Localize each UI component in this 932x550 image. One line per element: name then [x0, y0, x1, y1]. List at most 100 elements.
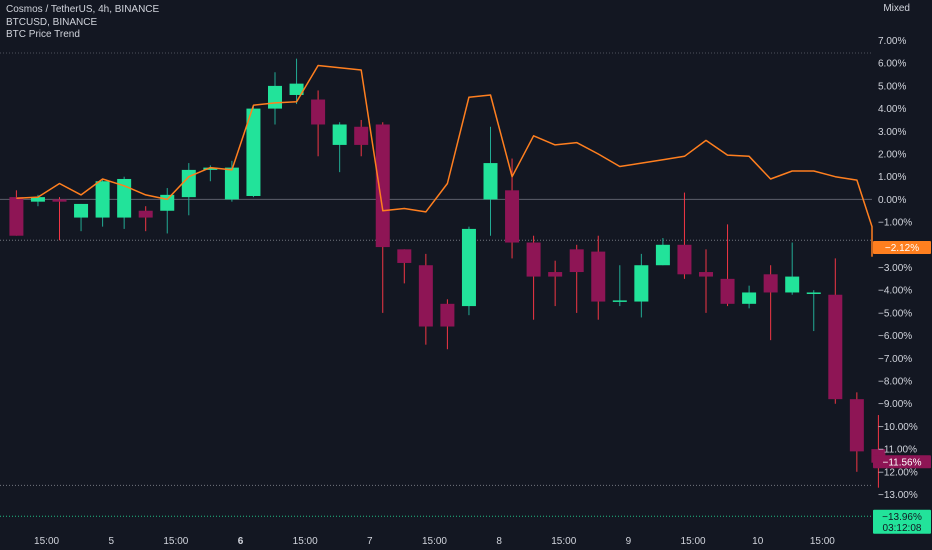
price-badge-box	[873, 509, 931, 534]
candle	[138, 206, 153, 232]
btc-price-line	[16, 64, 873, 257]
candle	[677, 192, 692, 279]
y-tick-label: −6.00%	[878, 331, 912, 342]
candle	[461, 226, 476, 316]
y-tick-label: 6.00%	[878, 59, 906, 70]
candle	[246, 106, 261, 198]
y-tick-label: −7.00%	[878, 354, 912, 365]
y-axis[interactable]: 7.00% 6.00% 5.00% 4.00% 3.00% 2.00% 1.00% 0.00%…	[878, 36, 918, 501]
x-tick-label: 9	[626, 536, 632, 547]
candle-body	[52, 199, 67, 202]
candle	[311, 90, 326, 157]
y-tick-label: −9.00%	[878, 399, 912, 410]
candle	[548, 260, 563, 307]
candle	[742, 285, 757, 309]
candle-body	[548, 272, 563, 277]
candle	[74, 203, 89, 232]
candle-body	[634, 265, 649, 302]
candle	[289, 58, 304, 105]
candle-body	[699, 272, 713, 277]
price-badge-box	[873, 455, 931, 469]
candle-body	[849, 399, 864, 452]
candle-body	[612, 300, 627, 302]
y-tick-label: −13.00%	[878, 490, 918, 501]
x-tick-label: 8	[496, 536, 502, 547]
candle	[181, 163, 196, 216]
candle	[526, 235, 541, 320]
candle	[720, 224, 735, 307]
y-tick-label: −3.00%	[878, 263, 912, 274]
x-tick-label: 15:00	[34, 536, 59, 547]
candle	[9, 190, 24, 236]
y-tick-label: −11.00%	[878, 445, 917, 456]
candle	[418, 253, 433, 345]
reference-lines	[0, 52, 872, 517]
candle-body	[806, 292, 821, 294]
candle-body	[461, 228, 476, 307]
x-tick-label: 15:00	[681, 536, 706, 547]
candle	[806, 290, 821, 332]
candle-body	[9, 197, 24, 236]
x-tick-label: 15:00	[422, 536, 447, 547]
candle	[785, 242, 800, 295]
candle-body	[268, 85, 282, 109]
candle-body	[440, 303, 455, 327]
candle-body	[785, 276, 800, 293]
candle	[634, 253, 649, 318]
price-badge: −11.56%	[873, 455, 931, 469]
legend-main-series[interactable]: Cosmos / TetherUS, 4h, BINANCE	[6, 4, 160, 15]
price-badge: −13.96%03:12:08	[873, 509, 931, 534]
price-badge-label: −2.12%	[885, 243, 919, 254]
y-tick-label: −4.00%	[878, 286, 912, 297]
y-tick-label: 5.00%	[878, 81, 906, 92]
y-tick-label: 0.00%	[878, 195, 906, 206]
candle	[95, 178, 110, 227]
x-tick-label: 6	[238, 536, 244, 547]
candle-body	[742, 292, 757, 304]
legend: Cosmos / TetherUS, 4h, BINANCE BTCUSD, B…	[6, 4, 159, 42]
candle-body	[720, 278, 735, 304]
candle-body	[526, 242, 541, 277]
countdown-label: 03:12:08	[883, 523, 922, 534]
x-tick-label: 15:00	[163, 536, 188, 547]
candle	[655, 237, 670, 266]
candle-body	[74, 203, 89, 218]
candle-body	[828, 294, 843, 400]
x-axis[interactable]: 15:00 5 15:00 6 15:00 7 15:00 8 15:00 9 15:00 10 15:…	[34, 536, 835, 547]
candle-body	[677, 244, 692, 275]
candle-body	[246, 108, 261, 196]
y-tick-label: 1.00%	[878, 172, 906, 183]
btc-overlay	[16, 64, 873, 257]
y-tick-label: −5.00%	[878, 308, 912, 319]
candle-body	[181, 169, 196, 198]
y-tick-label: 4.00%	[878, 104, 906, 115]
candle-body	[160, 194, 175, 211]
y-tick-label: −8.00%	[878, 377, 912, 388]
y-tick-label: −10.00%	[878, 422, 918, 433]
candle-body	[289, 83, 304, 95]
candle-body	[332, 124, 347, 145]
y-tick-label: 3.00%	[878, 127, 906, 138]
candle-body	[655, 244, 670, 266]
x-tick-label: 7	[367, 536, 373, 547]
candle-body	[138, 210, 153, 218]
candle	[375, 122, 390, 313]
candle	[354, 119, 369, 157]
candle-body	[203, 167, 218, 170]
scale-mode-label[interactable]: Mixed	[883, 3, 910, 14]
candle	[397, 249, 412, 284]
legend-overlay-series[interactable]: BTCUSD, BINANCE	[6, 16, 98, 28]
candle-body	[95, 181, 110, 218]
legend-indicator[interactable]: BTC Price Trend	[6, 29, 80, 40]
price-badge-label: −13.96%	[882, 512, 922, 523]
candle-body	[30, 197, 45, 202]
x-tick-label: 15:00	[551, 536, 576, 547]
candle-body	[505, 190, 520, 243]
candle-body	[591, 251, 606, 302]
candle-body	[224, 167, 239, 200]
candle	[612, 265, 627, 307]
candle	[849, 392, 864, 472]
y-tick-label: −12.00%	[878, 467, 918, 478]
